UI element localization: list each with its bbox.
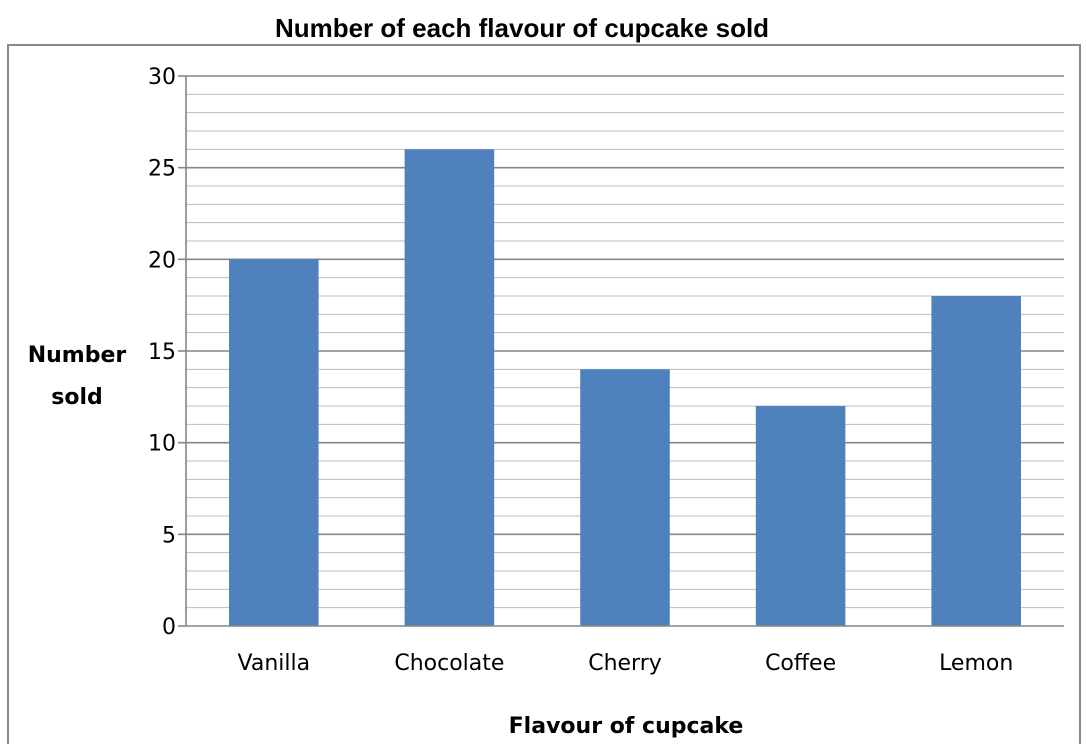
- x-tick-label: Lemon: [939, 651, 1013, 676]
- chart-title: Number of each flavour of cupcake sold: [275, 13, 769, 43]
- bars: [229, 149, 1021, 627]
- y-tick-label: 25: [148, 157, 176, 182]
- bar-chocolate: [404, 149, 495, 627]
- y-tick-label: 0: [162, 615, 176, 640]
- bar-lemon: [931, 296, 1021, 626]
- x-tick-label: Cherry: [588, 651, 662, 676]
- y-tick-label: 20: [148, 248, 176, 273]
- y-axis-title-line-2: sold: [51, 385, 103, 410]
- x-axis-title: Flavour of cupcake: [509, 714, 744, 739]
- x-tick-label: Chocolate: [394, 651, 504, 676]
- bar-coffee: [755, 406, 846, 626]
- x-category-labels: Vanilla Chocolate Cherry Coffee Lemon: [238, 651, 1014, 676]
- bar-vanilla: [229, 259, 319, 626]
- y-tick-label: 30: [148, 65, 176, 90]
- axes: [178, 75, 1064, 627]
- y-tick-labels: 0 5 10 15 20 25 30: [148, 65, 176, 640]
- x-tick-label: Vanilla: [238, 651, 311, 676]
- y-tick-label: 15: [148, 340, 176, 365]
- x-tick-label: Coffee: [765, 651, 836, 676]
- y-tick-label: 5: [162, 523, 176, 548]
- y-axis-title-line-1: Number: [28, 343, 127, 368]
- y-tick-label: 10: [148, 432, 176, 457]
- bar-cherry: [580, 369, 670, 626]
